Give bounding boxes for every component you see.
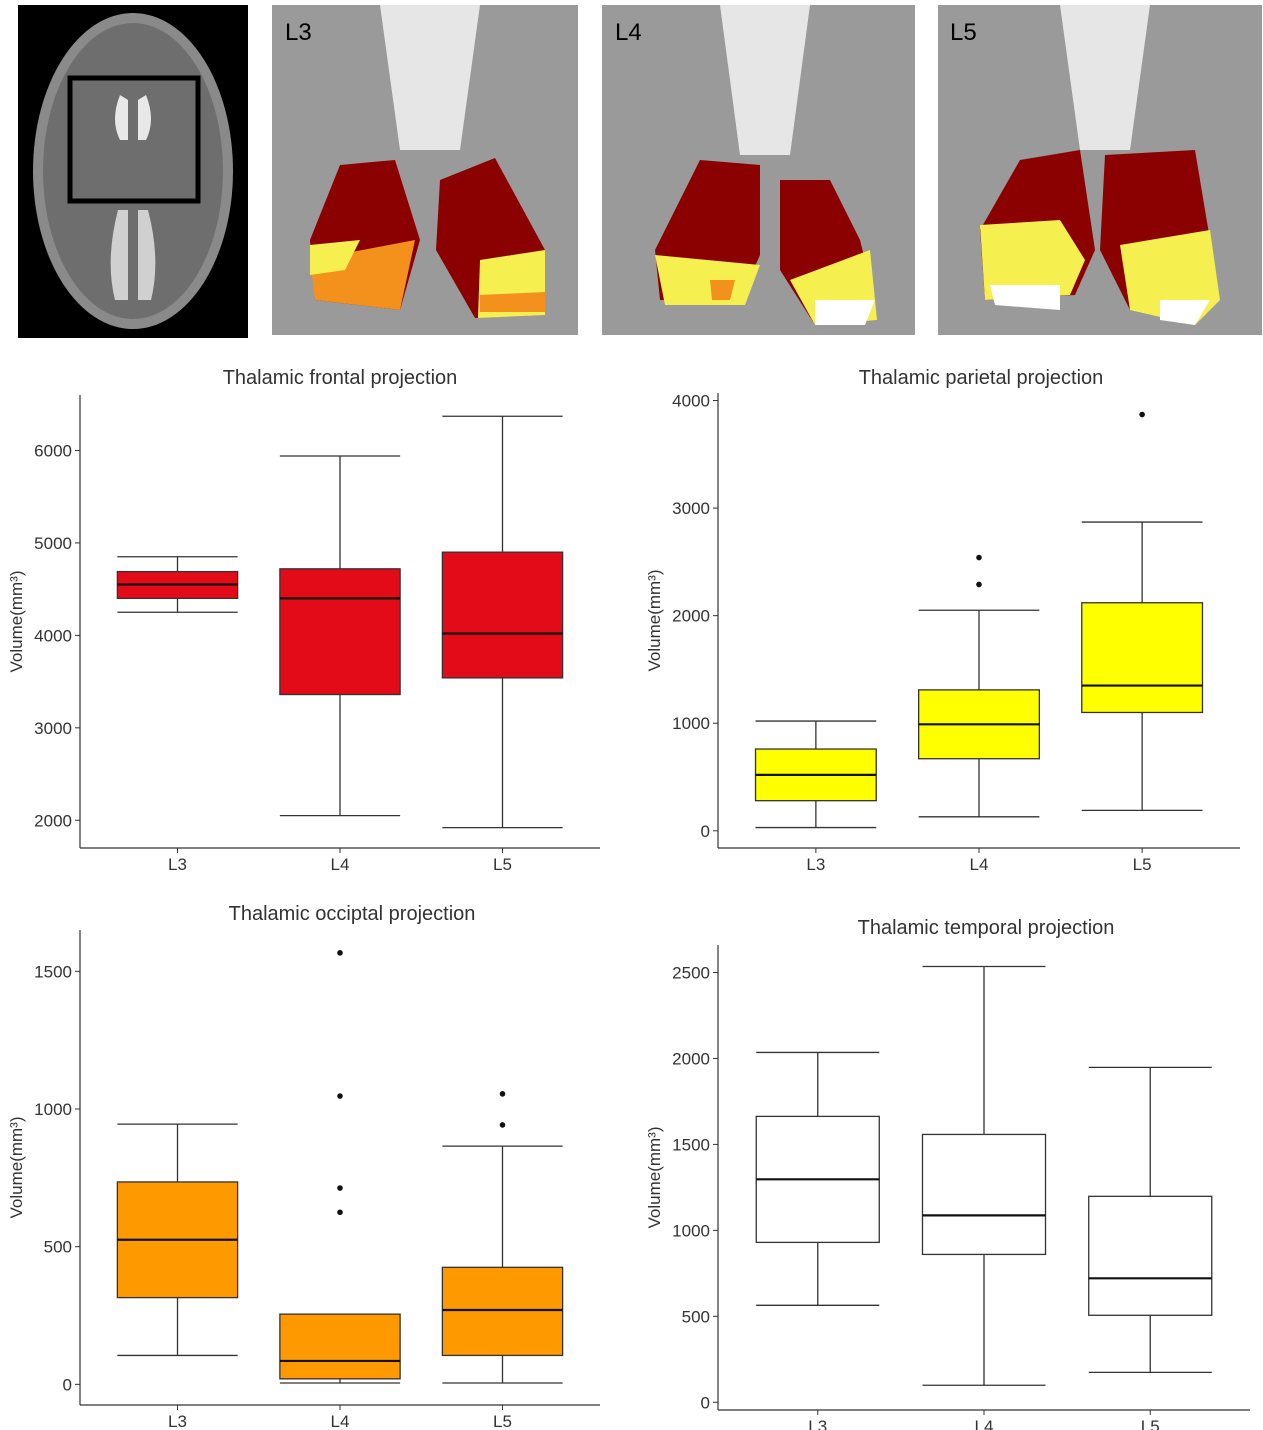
figure: L3 L4 L5 Thalamic frontal projection Volu… (0, 0, 1263, 1430)
chart-title: Thalamic occiptal projection (229, 903, 476, 925)
outlier (337, 950, 343, 956)
y-axis-label: Volume(mm³) (645, 1126, 664, 1228)
x-tick-label: L4 (975, 1417, 994, 1430)
y-tick-label: 3000 (672, 499, 710, 518)
y-tick-label: 4000 (672, 392, 710, 411)
chart-title: Thalamic temporal projection (858, 917, 1115, 939)
panel-label: L3 (285, 19, 312, 46)
mri-panel-l3: L3 (272, 5, 578, 335)
x-tick-label: L4 (331, 855, 350, 874)
outlier (500, 1122, 506, 1128)
outlier (500, 1091, 506, 1097)
y-axis-label: Volume(mm³) (7, 1116, 26, 1218)
y-tick-label: 2500 (672, 964, 710, 983)
panel-label: L5 (950, 19, 977, 46)
y-tick-label: 500 (682, 1307, 710, 1326)
y-tick-label: 2000 (672, 1049, 710, 1068)
chart-title: Thalamic parietal projection (859, 367, 1104, 389)
chart-title: Thalamic frontal projection (223, 367, 458, 389)
y-tick-label: 0 (701, 1393, 710, 1412)
y-tick-label: 1500 (672, 1135, 710, 1154)
y-axis-label: Volume(mm³) (645, 569, 664, 671)
x-tick-label: L3 (806, 855, 825, 874)
y-tick-label: 500 (44, 1238, 72, 1257)
outlier (337, 1209, 343, 1215)
y-tick-label: 0 (701, 822, 710, 841)
y-tick-label: 3000 (34, 719, 72, 738)
box (442, 552, 562, 678)
y-tick-label: 2000 (34, 811, 72, 830)
mri-panel-l5: L5 (938, 5, 1262, 335)
box (922, 1134, 1045, 1254)
outlier (976, 582, 982, 588)
x-tick-label: L3 (808, 1417, 827, 1430)
box (280, 569, 400, 695)
x-tick-label: L5 (1141, 1417, 1160, 1430)
x-tick-label: L3 (168, 855, 187, 874)
box (442, 1267, 562, 1355)
y-tick-label: 6000 (34, 441, 72, 460)
y-tick-label: 1000 (672, 714, 710, 733)
mri-overview (18, 5, 248, 338)
mri-panel-l4: L4 (602, 5, 915, 335)
x-tick-label: L4 (331, 1412, 350, 1430)
x-tick-label: L4 (970, 855, 989, 874)
box (1082, 603, 1203, 713)
x-tick-label: L5 (1133, 855, 1152, 874)
outlier (337, 1093, 343, 1099)
y-tick-label: 1000 (672, 1221, 710, 1240)
outlier (976, 555, 982, 561)
outlier (337, 1185, 343, 1191)
y-tick-label: 2000 (672, 607, 710, 626)
y-tick-label: 5000 (34, 534, 72, 553)
panel-label: L4 (615, 19, 642, 46)
box (280, 1314, 400, 1379)
y-tick-label: 4000 (34, 626, 72, 645)
outlier (1139, 412, 1145, 418)
y-tick-label: 0 (63, 1375, 72, 1394)
x-tick-label: L3 (168, 1412, 187, 1430)
box (1089, 1196, 1212, 1315)
y-tick-label: 1500 (34, 962, 72, 981)
y-tick-label: 1000 (34, 1100, 72, 1119)
x-tick-label: L5 (493, 1412, 512, 1430)
x-tick-label: L5 (493, 855, 512, 874)
y-axis-label: Volume(mm³) (7, 570, 26, 672)
